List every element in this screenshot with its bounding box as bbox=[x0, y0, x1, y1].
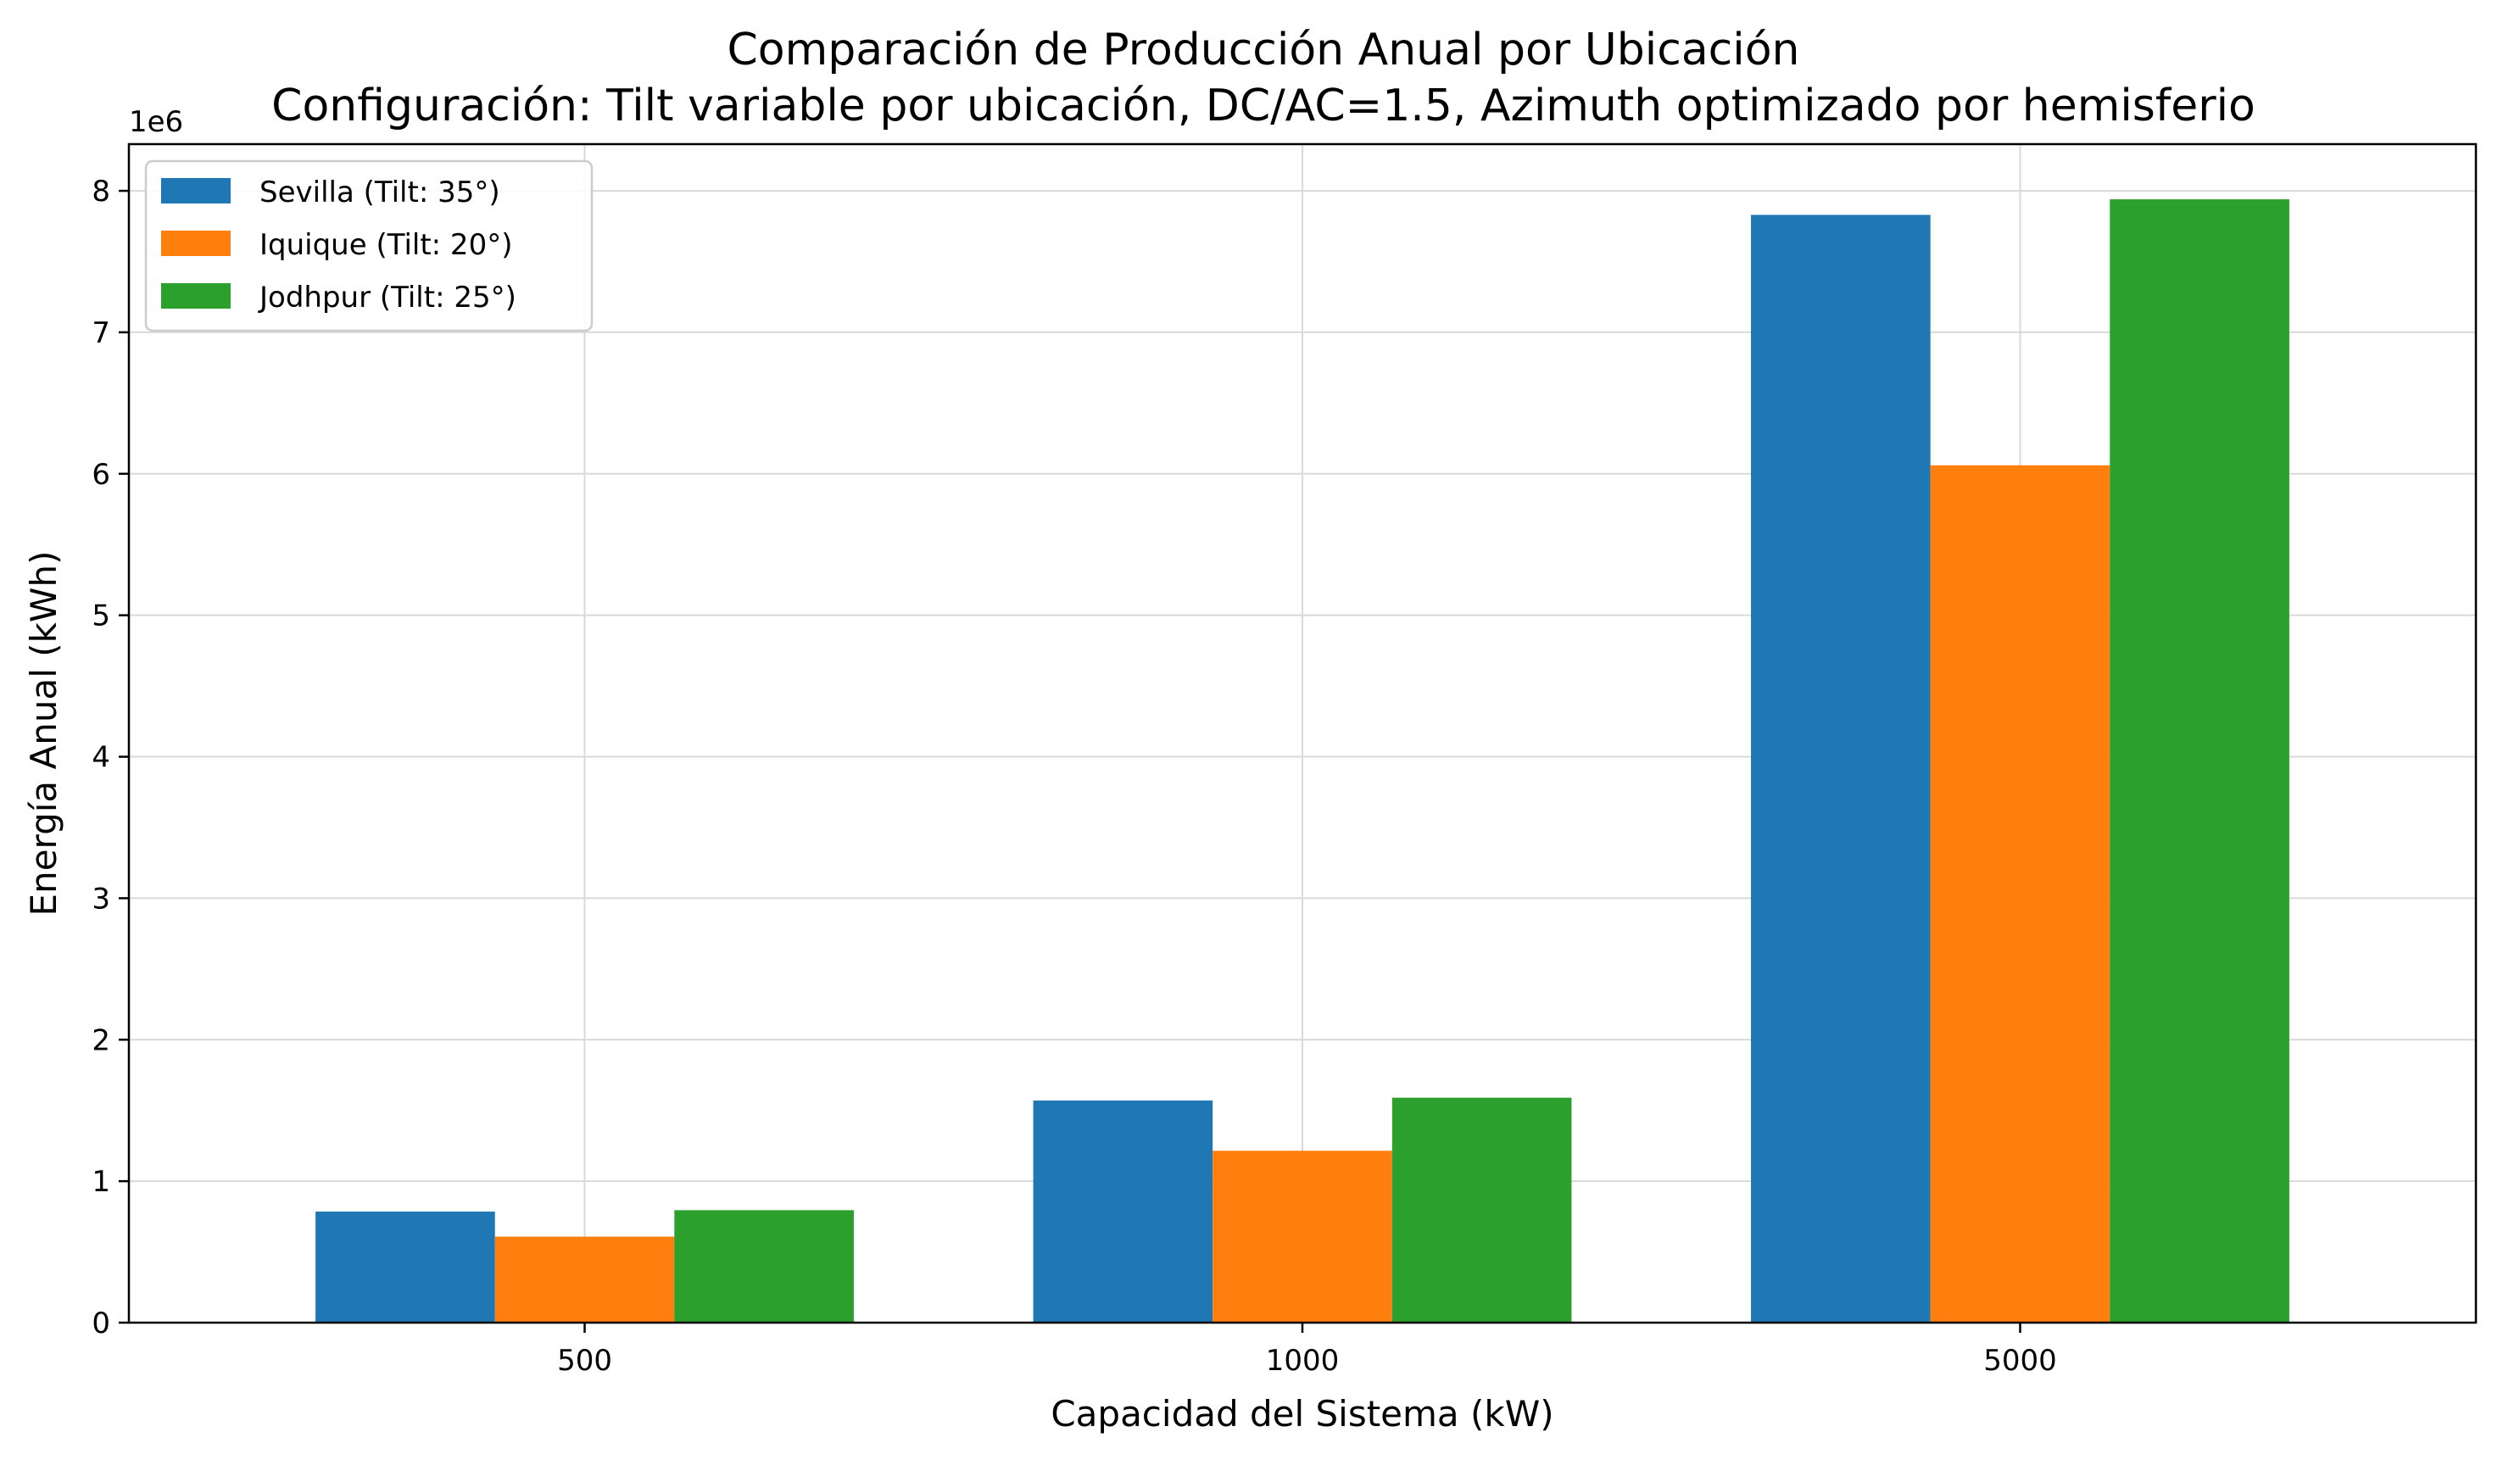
y-tick-label: 3 bbox=[92, 882, 110, 916]
y-tick-label: 4 bbox=[92, 741, 110, 775]
chart-subtitle: Configuración: Tilt variable por ubicaci… bbox=[271, 81, 2255, 131]
bar-series-0-cat-1 bbox=[1033, 1101, 1213, 1323]
legend-swatch bbox=[161, 231, 231, 256]
bar-series-2-cat-0 bbox=[674, 1210, 854, 1323]
bar-series-1-cat-0 bbox=[494, 1236, 675, 1323]
legend-swatch bbox=[161, 178, 231, 203]
y-tick-label: 2 bbox=[92, 1023, 110, 1057]
y-tick-label: 1 bbox=[92, 1165, 110, 1199]
y-tick-label: 7 bbox=[92, 316, 110, 350]
legend-swatch bbox=[161, 283, 231, 309]
y-tick-label: 5 bbox=[92, 599, 110, 633]
chart-title: Comparación de Producción Anual por Ubic… bbox=[728, 25, 1800, 75]
bar-series-2-cat-2 bbox=[2110, 199, 2289, 1323]
legend: Sevilla (Tilt: 35°) Iquique (Tilt: 20°) Jo… bbox=[144, 159, 594, 332]
bar-series-0-cat-0 bbox=[315, 1212, 495, 1323]
bar-series-2-cat-1 bbox=[1391, 1097, 1572, 1323]
legend-label: Sevilla (Tilt: 35°) bbox=[259, 176, 500, 209]
y-tick-label: 6 bbox=[92, 458, 110, 492]
bars bbox=[315, 199, 2289, 1323]
y-tick-label: 0 bbox=[92, 1307, 110, 1340]
y-axis-label: Energía Anual (kWh) bbox=[23, 551, 64, 917]
legend-box bbox=[144, 159, 594, 332]
x-tick-label: 1000 bbox=[1266, 1344, 1340, 1378]
y-tick-label: 8 bbox=[92, 175, 110, 209]
x-axis-label: Capacidad del Sistema (kW) bbox=[1051, 1393, 1553, 1435]
x-tick-label: 500 bbox=[557, 1344, 612, 1378]
legend-label: Jodhpur (Tilt: 25°) bbox=[258, 281, 516, 315]
y-axis-ticks: 0 1 2 3 4 5 6 7 8 bbox=[92, 175, 129, 1340]
y-offset-label: 1e6 bbox=[129, 105, 183, 139]
bar-series-1-cat-2 bbox=[1930, 465, 2110, 1323]
x-axis-ticks: 500 1000 5000 bbox=[557, 1323, 2057, 1378]
legend-label: Iquique (Tilt: 20°) bbox=[259, 228, 512, 262]
bar-series-0-cat-2 bbox=[1751, 215, 1931, 1323]
bar-series-1-cat-1 bbox=[1213, 1151, 1392, 1323]
x-tick-label: 5000 bbox=[1983, 1344, 2057, 1378]
